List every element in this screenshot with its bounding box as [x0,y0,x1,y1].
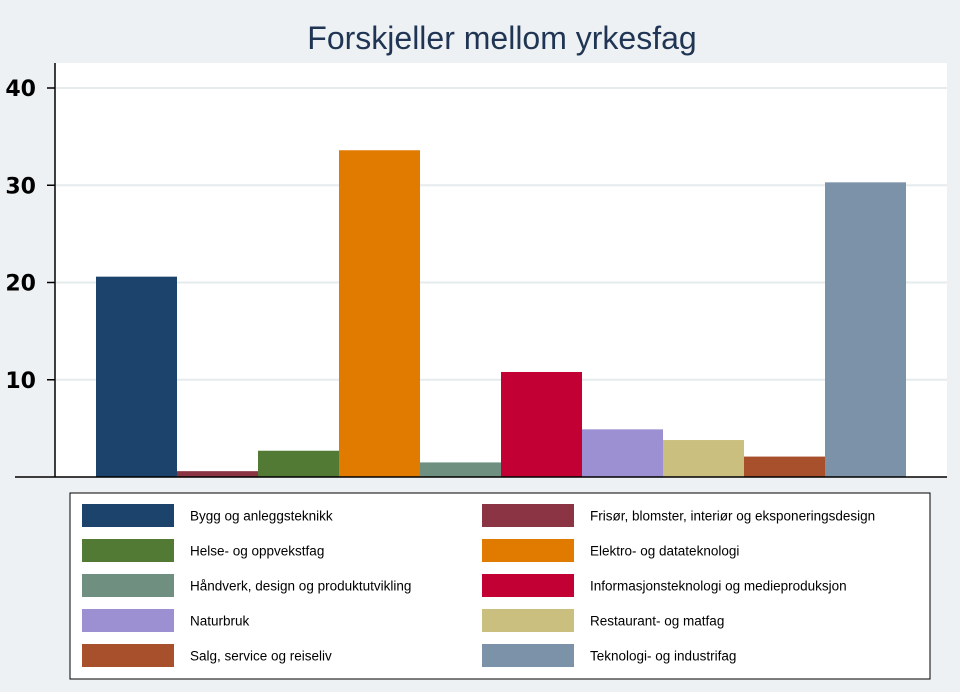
bar-4 [339,150,420,478]
bar-7 [582,429,663,477]
legend-label-4: Elektro- og datateknologi [590,544,739,559]
bar-10 [825,182,906,477]
bar-2 [177,471,258,477]
y-tick-label-3: 40 [5,77,36,102]
bar-1 [96,276,177,477]
legend-label-3: Helse- og oppvekstfag [190,544,324,559]
legend-label-5: Håndverk, design og produktutvikling [190,579,411,594]
legend-label-10: Teknologi- og industrifag [590,649,736,664]
bar-9 [744,456,825,477]
legend: Bygg og anleggsteknikk Frisør, blomster, … [69,492,931,680]
bars [96,150,906,478]
legend-swatch-8 [482,609,574,632]
legend-swatch-10 [482,644,574,667]
legend-swatch-5 [82,574,174,597]
legend-swatch-6 [482,574,574,597]
bar-3 [258,450,339,477]
bar-8 [663,440,744,477]
bar-6 [501,371,582,477]
y-ticks: 10 20 30 40 [5,77,55,394]
legend-label-7: Naturbruk [190,614,250,629]
legend-label-1: Bygg og anleggsteknikk [190,509,333,524]
legend-swatch-4 [482,539,574,562]
y-tick-label-2: 30 [5,174,36,199]
legend-swatch-1 [82,504,174,527]
legend-label-2: Frisør, blomster, interiør og eksponerin… [590,509,875,524]
legend-label-9: Salg, service og reiseliv [190,649,332,664]
legend-swatch-7 [82,609,174,632]
chart-title: Forskjeller mellom yrkesfag [307,20,696,56]
legend-swatch-2 [482,504,574,527]
legend-label-8: Restaurant- og matfag [590,614,724,629]
y-tick-label-1: 20 [5,272,36,297]
legend-swatch-9 [82,644,174,667]
legend-label-6: Informasjonsteknologi og medieproduksjon [590,579,847,594]
y-tick-label-0: 10 [5,369,36,394]
bar-5 [420,462,501,477]
gridlines [56,87,947,381]
legend-swatch-3 [82,539,174,562]
